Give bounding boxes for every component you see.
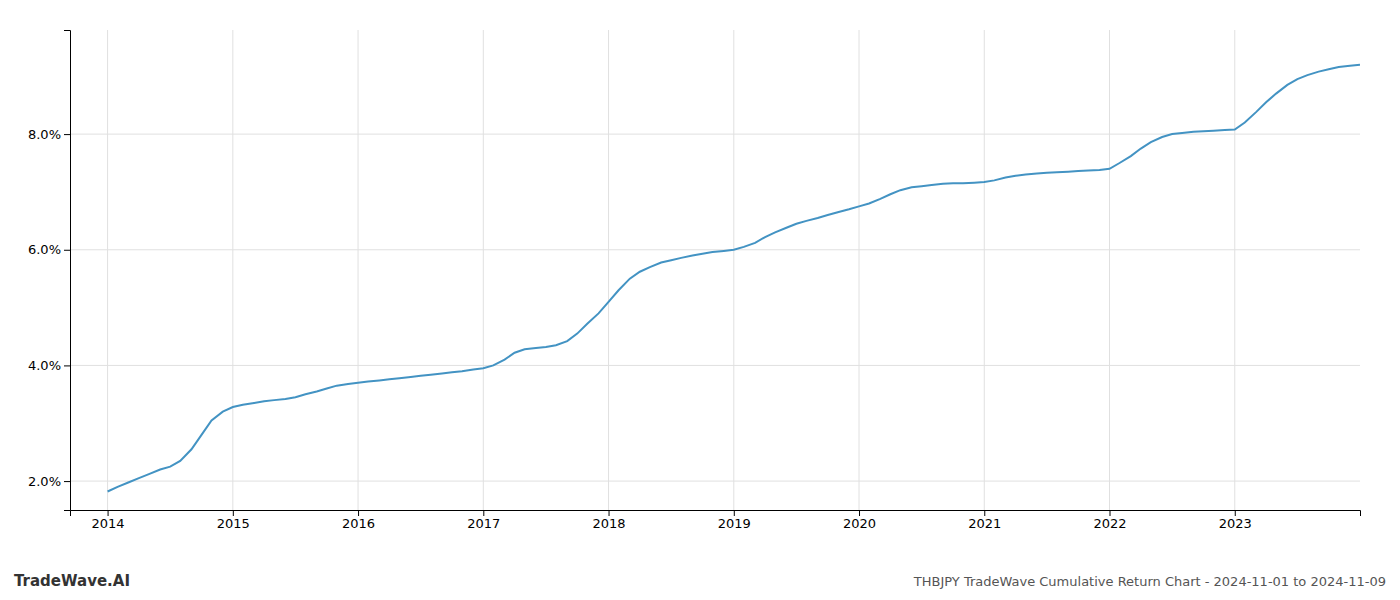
x-tick-mark [108, 510, 109, 516]
x-tick: 2014 [92, 510, 125, 531]
x-grid-line [984, 30, 985, 510]
y-grid-line [70, 134, 1360, 135]
x-tick-label: 2021 [968, 516, 1001, 531]
x-tick-label: 2014 [92, 516, 125, 531]
x-tick-label: 2016 [342, 516, 375, 531]
x-tick-label: 2020 [843, 516, 876, 531]
plot-area: 2014 2015 2016 2017 2018 2019 2020 2021 2022 2023… [28, 30, 1361, 531]
x-tick-mark [859, 510, 860, 516]
x-tick-label: 2019 [718, 516, 751, 531]
x-tick-label: 2022 [1093, 516, 1126, 531]
y-tick: 4.0% [28, 358, 70, 373]
x-tick-mark [984, 510, 985, 516]
x-axis: 2014 2015 2016 2017 2018 2019 2020 2021 2022 2023 [71, 510, 1361, 531]
x-tick: 2016 [342, 510, 375, 531]
x-grid-line [1109, 30, 1110, 510]
x-tick-mark [734, 510, 735, 516]
y-tick-label: 6.0% [28, 242, 61, 257]
y-tick: 6.0% [28, 242, 70, 257]
y-grid-line [70, 365, 1360, 366]
x-grid-line [483, 30, 484, 510]
y-tick-mark [64, 134, 70, 135]
x-tick: 2020 [843, 510, 876, 531]
x-tick-mark [1235, 510, 1236, 516]
y-grid-line [70, 481, 1360, 482]
x-tick-mark [358, 510, 359, 516]
x-grid-line [608, 30, 609, 510]
y-tick-label: 2.0% [28, 474, 61, 489]
x-tick-mark [233, 510, 234, 516]
x-grid-line [358, 30, 359, 510]
grid [70, 30, 1360, 510]
y-tick-label: 4.0% [28, 358, 61, 373]
y-grid-line [70, 249, 1360, 250]
x-tick: 2015 [217, 510, 250, 531]
y-tick-mark [64, 250, 70, 251]
x-tick: 2018 [592, 510, 625, 531]
x-tick: 2022 [1093, 510, 1126, 531]
x-grid-line [733, 30, 734, 510]
y-axis: 2.0% 4.0% 6.0% 8.0% [28, 31, 71, 511]
x-grid-line [859, 30, 860, 510]
x-grid-line [232, 30, 233, 510]
line [108, 65, 1360, 492]
x-grid-line [107, 30, 108, 510]
x-tick-label: 2015 [217, 516, 250, 531]
x-tick-mark [1110, 510, 1111, 516]
x-grid-line [1234, 30, 1235, 510]
x-tick-mark [609, 510, 610, 516]
x-tick-label: 2018 [592, 516, 625, 531]
y-tick: 2.0% [28, 474, 70, 489]
x-tick: 2017 [467, 510, 500, 531]
annotation: TradeWave.AI [14, 572, 130, 590]
x-tick-label: 2017 [467, 516, 500, 531]
x-tick-label: 2023 [1219, 516, 1252, 531]
chart: 2014 2015 2016 2017 2018 2019 2020 2021 2022 2023… [0, 0, 1400, 600]
x-tick: 2019 [718, 510, 751, 531]
x-axis-line [71, 511, 1361, 517]
title: THBJPY TradeWave Cumulative Return Chart… [913, 574, 1386, 589]
y-tick-mark [64, 365, 70, 366]
y-tick-label: 8.0% [28, 127, 61, 142]
marks [108, 65, 1360, 492]
y-tick: 8.0% [28, 127, 70, 142]
x-tick-mark [483, 510, 484, 516]
x-tick: 2021 [968, 510, 1001, 531]
y-axis-line [64, 31, 71, 511]
y-tick-mark [64, 481, 70, 482]
x-tick: 2023 [1219, 510, 1252, 531]
